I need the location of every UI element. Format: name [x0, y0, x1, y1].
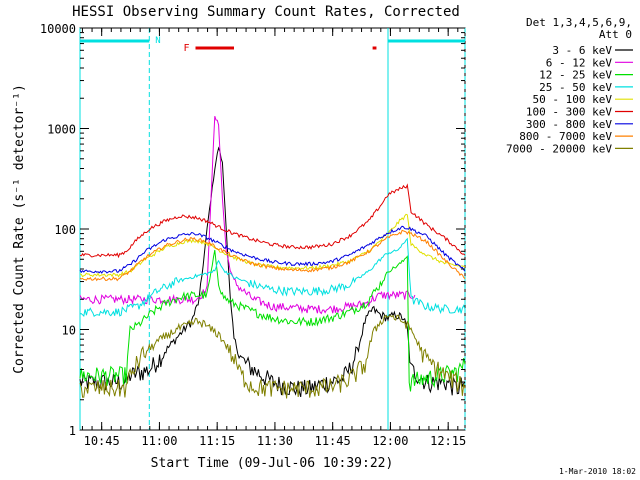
legend-label-0: 3 - 6 keV: [552, 44, 612, 57]
series-line-0: [79, 146, 466, 398]
legend-label-2: 12 - 25 keV: [539, 69, 612, 82]
x-axis-label: Start Time (09-Jul-06 10:39:22): [151, 456, 394, 471]
series-line-1: [79, 115, 416, 315]
annotation-layer: NF: [79, 28, 466, 430]
legend-title-line-1: Det 1,3,4,5,6,9,: [526, 16, 632, 29]
series-line-3: [79, 237, 466, 318]
chart-title: HESSI Observing Summary Count Rates, Cor…: [72, 4, 460, 20]
legend-label-6: 300 - 800 keV: [526, 118, 612, 131]
series-layer: [79, 115, 466, 399]
timestamp: 1-Mar-2010 18:02: [559, 467, 636, 476]
series-line-6: [79, 225, 466, 274]
night-flag-label: N: [155, 36, 160, 46]
series-line-5: [79, 183, 466, 259]
x-tick-label-0: 10:45: [84, 434, 120, 448]
legend-label-7: 800 - 7000 keV: [519, 130, 612, 143]
x-tick-label-2: 11:15: [199, 434, 235, 448]
y-tick-label-2: 100: [54, 223, 76, 237]
y-tick-label-0: 1: [69, 424, 76, 438]
series-line-2: [79, 249, 466, 392]
flare-flag-label: F: [184, 43, 190, 54]
y-tick-label-1: 10: [62, 324, 76, 338]
x-tick-label-5: 12:00: [372, 434, 408, 448]
x-tick-label-4: 11:45: [315, 434, 351, 448]
legend-label-3: 25 - 50 keV: [539, 81, 612, 94]
legend-label-5: 100 - 300 keV: [526, 106, 612, 119]
x-tick-label-3: 11:30: [257, 434, 293, 448]
series-line-4: [79, 213, 466, 278]
legend-title-line-2: Att 0: [599, 28, 632, 41]
series-line-7: [79, 229, 466, 282]
legend-label-1: 6 - 12 keV: [546, 56, 613, 69]
series-line-8: [79, 314, 466, 399]
legend-label-8: 7000 - 20000 keV: [506, 142, 612, 155]
axes-layer: 10:45 11:00 11:15 11:30 11:45 12:00 12:15 1 10 10…: [40, 22, 466, 448]
legend-label-4: 50 - 100 keV: [533, 93, 613, 106]
x-tick-label-6: 12:15: [430, 434, 466, 448]
y-axis-label: Corrected Count Rate (s⁻¹ detector⁻¹): [12, 84, 27, 374]
y-tick-label-3: 1000: [47, 123, 76, 137]
y-tick-label-4: 10000: [40, 22, 76, 36]
x-tick-label-1: 11:00: [141, 434, 177, 448]
